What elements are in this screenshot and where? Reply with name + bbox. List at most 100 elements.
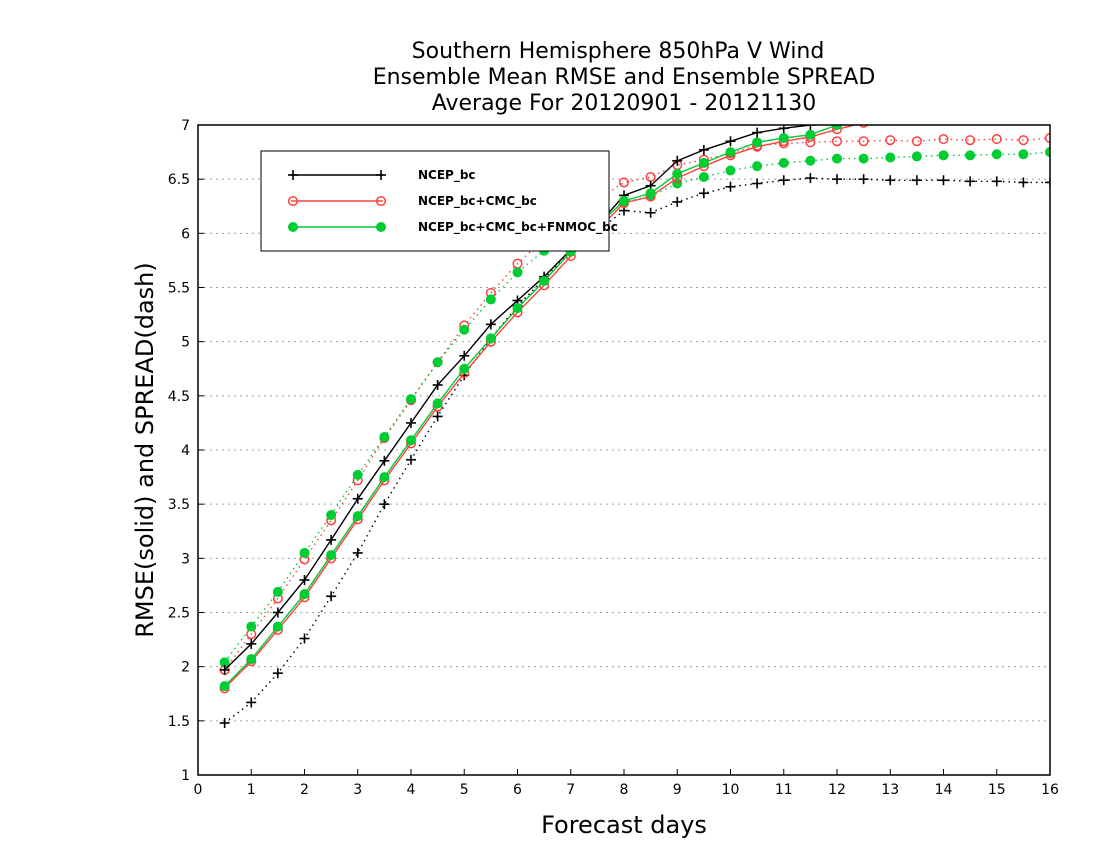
ncep-bc-spread-line xyxy=(224,177,1050,724)
ncep-bc-cmc-bc-fnmoc-bc-rmse-point xyxy=(539,276,550,286)
ncep-bc-spread-point xyxy=(725,181,736,192)
ncep-bc-cmc-bc-spread-point xyxy=(645,171,656,183)
ncep-bc-rmse-point xyxy=(485,319,496,330)
ncep-bc-cmc-bc-rmse-point xyxy=(992,86,1001,95)
ncep-bc-cmc-bc-spread-point xyxy=(858,136,869,147)
ncep-bc-cmc-bc-fnmoc-bc-rmse-point xyxy=(459,363,470,374)
x-tick-label: 8 xyxy=(620,782,629,798)
ncep-bc-cmc-bc-fnmoc-bc-spread-point xyxy=(858,153,869,164)
ncep-bc-spread-point xyxy=(858,174,869,185)
chart-title-line-3: Average For 20120901 - 20121130 xyxy=(432,91,817,116)
ncep-bc-cmc-bc-rmse-point xyxy=(966,93,975,102)
ncep-bc-cmc-bc-fnmoc-bc-spread-point xyxy=(965,150,976,161)
x-tick-label: 12 xyxy=(828,782,846,798)
ncep-bc-cmc-bc-rmse-point xyxy=(859,125,869,128)
ncep-bc-spread-point xyxy=(991,176,1002,187)
ncep-bc-rmse-point xyxy=(432,380,443,390)
ncep-bc-cmc-bc-fnmoc-bc-rmse-point xyxy=(698,157,709,168)
x-tick-label: 14 xyxy=(935,782,953,798)
ncep-bc-rmse-point xyxy=(832,115,842,125)
x-tick-label: 6 xyxy=(513,782,522,798)
ncep-bc-cmc-bc-fnmoc-bc-rmse-point xyxy=(992,69,1001,78)
ncep-bc-cmc-bc-spread-point xyxy=(938,134,949,145)
x-tick-label: 10 xyxy=(722,782,740,798)
ncep-bc-rmse-point xyxy=(912,98,922,108)
y-tick-label: 6.5 xyxy=(168,172,190,188)
plot-area xyxy=(219,69,1055,728)
ncep-bc-rmse-point xyxy=(805,125,816,130)
ncep-bc-rmse-point xyxy=(965,88,975,98)
ncep-bc-cmc-bc-fnmoc-bc-rmse-line xyxy=(224,125,840,687)
y-tick-label: 1 xyxy=(181,768,190,784)
ncep-bc-spread-point xyxy=(1018,177,1029,188)
legend-marker xyxy=(376,222,386,232)
ncep-bc-cmc-bc-fnmoc-bc-spread-point xyxy=(778,157,789,168)
chart-title-line-2: Ensemble Mean RMSE and Ensemble SPREAD xyxy=(373,65,876,90)
ncep-bc-spread-point xyxy=(1045,177,1050,188)
x-tick-label: 3 xyxy=(353,782,362,798)
ncep-bc-cmc-bc-fnmoc-bc-rmse-point xyxy=(645,188,656,199)
y-tick-label: 3 xyxy=(181,551,190,567)
ncep-bc-cmc-bc-fnmoc-bc-spread-point xyxy=(326,510,337,520)
ncep-bc-cmc-bc-fnmoc-bc-rmse-point xyxy=(832,125,842,130)
legend-marker xyxy=(375,195,387,207)
legend-label: NCEP_bc+CMC_bc xyxy=(418,194,537,209)
ncep-bc-cmc-bc-fnmoc-bc-rmse-point xyxy=(406,435,416,446)
x-tick-label: 15 xyxy=(988,782,1006,798)
y-tick-label: 3.5 xyxy=(168,497,190,513)
ncep-bc-cmc-bc-fnmoc-bc-rmse-point xyxy=(272,621,283,632)
x-tick-label: 4 xyxy=(407,782,416,798)
ncep-bc-rmse-point xyxy=(698,144,709,155)
grid xyxy=(198,178,1050,722)
x-tick-label: 7 xyxy=(566,782,575,798)
ncep-bc-cmc-bc-fnmoc-bc-spread-point xyxy=(272,586,283,597)
ncep-bc-cmc-bc-fnmoc-bc-rmse-point xyxy=(886,103,895,112)
ncep-bc-cmc-bc-rmse-point xyxy=(1046,73,1055,82)
chart-title-line-1: Southern Hemisphere 850hPa V Wind xyxy=(412,39,825,64)
ncep-bc-cmc-bc-fnmoc-bc-rmse-point xyxy=(778,133,789,143)
x-axis-label: Forecast days xyxy=(541,811,707,839)
ncep-bc-cmc-bc-fnmoc-bc-spread-line xyxy=(224,151,1050,663)
ncep-bc-cmc-bc-fnmoc-bc-spread-point xyxy=(725,165,736,176)
ncep-bc-spread-point xyxy=(432,411,443,422)
ncep-bc-cmc-bc-fnmoc-bc-spread-point xyxy=(406,394,416,405)
y-tick-label: 4 xyxy=(181,443,190,459)
ncep-bc-cmc-bc-spread-point xyxy=(1018,135,1029,146)
ncep-bc-rmse-point xyxy=(939,93,949,103)
ncep-bc-spread-point xyxy=(326,591,337,602)
x-tick-label: 16 xyxy=(1041,782,1059,798)
ncep-bc-cmc-bc-fnmoc-bc-spread-point xyxy=(885,152,896,163)
ncep-bc-cmc-bc-fnmoc-bc-rmse-point xyxy=(966,77,975,86)
ncep-bc-rmse-point xyxy=(672,155,683,166)
ncep-bc-rmse-point xyxy=(272,607,283,618)
x-tick-label: 5 xyxy=(460,782,469,798)
ncep-bc-cmc-bc-fnmoc-bc-rmse-point xyxy=(352,511,363,522)
y-tick-label: 7 xyxy=(181,118,190,134)
y-tick-label: 5.5 xyxy=(168,281,190,297)
ncep-bc-spread-point xyxy=(911,175,922,186)
x-tick-label: 1 xyxy=(247,782,256,798)
ncep-bc-cmc-bc-fnmoc-bc-rmse-point xyxy=(485,333,496,344)
ncep-bc-cmc-bc-fnmoc-bc-spread-point xyxy=(512,267,523,278)
ncep-bc-spread-point xyxy=(379,499,390,510)
ncep-bc-cmc-bc-fnmoc-bc-rmse-point xyxy=(619,195,629,206)
y-tick-label: 4.5 xyxy=(168,389,190,405)
x-tick-label: 2 xyxy=(300,782,309,798)
ncep-bc-spread-point xyxy=(698,188,709,199)
ncep-bc-cmc-bc-fnmoc-bc-rmse-point xyxy=(752,137,763,148)
ncep-bc-spread-point xyxy=(752,178,763,189)
ncep-bc-cmc-bc-rmse-point xyxy=(886,112,895,121)
ncep-bc-rmse-point xyxy=(299,575,310,585)
ncep-bc-cmc-bc-fnmoc-bc-rmse-point xyxy=(219,681,230,692)
ncep-bc-cmc-bc-fnmoc-bc-spread-point xyxy=(805,155,816,166)
ncep-bc-cmc-bc-fnmoc-bc-spread-point xyxy=(432,357,443,368)
ncep-bc-cmc-bc-fnmoc-bc-spread-point xyxy=(485,294,496,305)
legend: NCEP_bc NCEP_bc+CMC_bc NCEP_bc+CMC_bc+FNMO… xyxy=(260,150,618,252)
ncep-bc-cmc-bc-fnmoc-bc-spread-point xyxy=(938,150,949,161)
ncep-bc-cmc-bc-rmse-line xyxy=(224,125,858,689)
x-tick-label: 0 xyxy=(194,782,203,798)
ncep-bc-rmse-point xyxy=(992,82,1002,92)
ncep-bc-rmse-point xyxy=(459,350,470,361)
ncep-bc-cmc-bc-fnmoc-bc-spread-point xyxy=(352,469,363,480)
ncep-bc-cmc-bc-rmse-point xyxy=(913,106,922,115)
